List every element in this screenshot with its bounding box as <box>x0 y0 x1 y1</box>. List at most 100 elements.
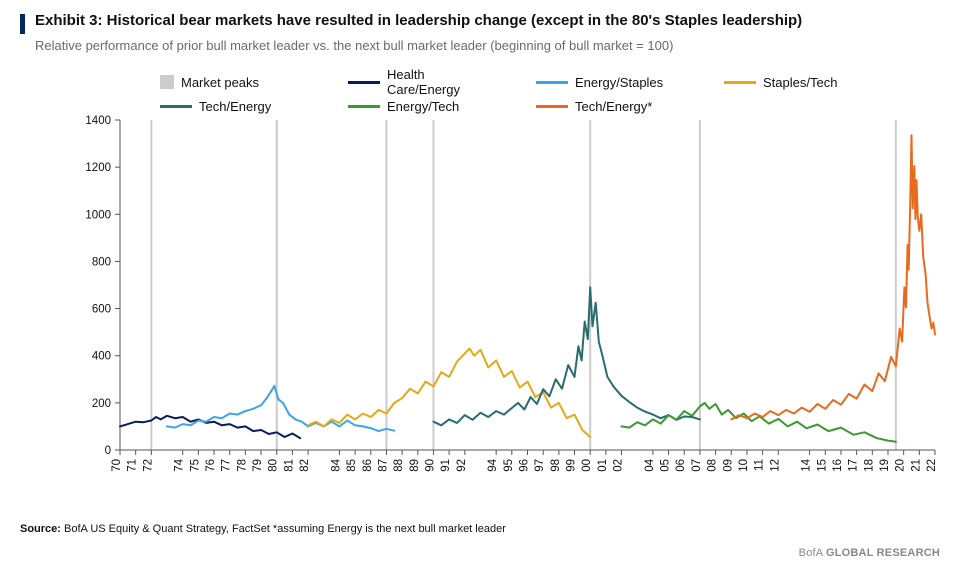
legend-item-1: Energy/Staples <box>536 67 686 97</box>
x-tick-label: 22 <box>926 459 938 472</box>
legend-item-5: Tech/Energy* <box>536 99 686 114</box>
series-line <box>167 386 394 431</box>
x-tick-label: 86 <box>362 459 374 472</box>
x-tick-label: 76 <box>205 459 217 472</box>
x-tick-label: 17 <box>848 459 860 472</box>
heading: Exhibit 3: Historical bear markets have … <box>20 12 940 34</box>
x-tick-label: 08 <box>707 459 719 472</box>
brand-line: BofA GLOBAL RESEARCH <box>799 547 940 559</box>
x-tick-label: 00 <box>581 459 593 472</box>
legend-item-peaks: Market peaks <box>160 67 310 97</box>
x-tick-label: 82 <box>299 459 311 472</box>
x-tick-label: 84 <box>330 458 342 471</box>
y-tick-label: 400 <box>92 351 111 363</box>
x-tick-label: 71 <box>127 459 139 472</box>
x-tick-label: 74 <box>174 458 186 471</box>
y-tick-label: 1400 <box>85 115 111 127</box>
x-tick-label: 06 <box>675 459 687 472</box>
legend-item-0: Health Care/Energy <box>348 67 498 97</box>
x-tick-label: 75 <box>189 459 201 472</box>
y-tick-label: 0 <box>105 445 111 457</box>
x-tick-label: 90 <box>424 459 436 472</box>
legend-swatch <box>536 81 568 84</box>
x-tick-label: 77 <box>221 459 233 472</box>
x-tick-label: 09 <box>722 459 734 472</box>
x-tick-label: 02 <box>613 459 625 472</box>
source-text: BofA US Equity & Quant Strategy, FactSet… <box>61 523 506 535</box>
source-label: Source: <box>20 523 61 535</box>
x-tick-label: 89 <box>409 459 421 472</box>
legend-label-peaks: Market peaks <box>181 75 259 90</box>
legend-swatch <box>724 81 756 84</box>
x-tick-label: 12 <box>769 459 781 472</box>
x-tick-label: 19 <box>879 459 891 472</box>
legend-label: Energy/Tech <box>387 99 459 114</box>
x-tick-label: 79 <box>252 459 264 472</box>
x-tick-label: 96 <box>519 459 531 472</box>
y-tick-label: 800 <box>92 256 111 268</box>
x-tick-label: 10 <box>738 459 750 472</box>
series-line <box>731 135 935 419</box>
x-tick-label: 72 <box>142 459 154 472</box>
market-peak-line <box>589 120 591 450</box>
x-tick-label: 85 <box>346 459 358 472</box>
y-tick-label: 1000 <box>85 209 111 221</box>
x-tick-label: 94 <box>487 458 499 471</box>
x-tick-label: 88 <box>393 459 405 472</box>
brand-suffix: GLOBAL RESEARCH <box>826 547 940 559</box>
chart-svg: 0200400600800100012001400707172747576777… <box>75 120 940 485</box>
legend-label: Tech/Energy* <box>575 99 652 114</box>
exhibit-subtitle: Relative performance of prior bull marke… <box>35 38 940 53</box>
legend-swatch <box>160 105 192 108</box>
x-tick-label: 81 <box>283 459 295 472</box>
chart-legend: Market peaks Health Care/Energy Energy/Sta… <box>160 67 860 114</box>
series-line <box>308 349 590 437</box>
chart-area: Market peaks Health Care/Energy Energy/Sta… <box>75 67 940 467</box>
legend-swatch-peaks <box>160 75 174 89</box>
brand-prefix: BofA <box>799 547 826 559</box>
x-tick-label: 01 <box>597 459 609 472</box>
x-tick-label: 18 <box>863 459 875 472</box>
y-tick-label: 1200 <box>85 162 111 174</box>
y-tick-label: 600 <box>92 304 111 316</box>
x-tick-label: 78 <box>236 459 248 472</box>
legend-label: Energy/Staples <box>575 75 663 90</box>
market-peak-line <box>150 120 152 450</box>
x-tick-label: 16 <box>832 459 844 472</box>
market-peak-line <box>276 120 278 450</box>
x-tick-label: 05 <box>660 459 672 472</box>
legend-label: Health Care/Energy <box>387 67 498 97</box>
legend-swatch <box>348 81 380 84</box>
x-tick-label: 95 <box>503 459 515 472</box>
x-tick-label: 14 <box>801 458 813 471</box>
market-peak-line <box>385 120 387 450</box>
market-peak-line <box>699 120 701 450</box>
legend-swatch <box>536 105 568 108</box>
legend-item-4: Energy/Tech <box>348 99 498 114</box>
x-tick-label: 91 <box>440 459 452 472</box>
x-tick-label: 20 <box>895 459 907 472</box>
x-tick-label: 99 <box>566 459 578 472</box>
series-line <box>622 403 896 442</box>
x-tick-label: 15 <box>816 459 828 472</box>
x-tick-label: 21 <box>910 459 922 472</box>
heading-accent-bar <box>20 14 25 34</box>
x-tick-label: 97 <box>534 459 546 472</box>
legend-label: Staples/Tech <box>763 75 837 90</box>
x-tick-label: 04 <box>644 458 656 471</box>
source-line: Source: BofA US Equity & Quant Strategy,… <box>20 523 506 535</box>
x-tick-label: 07 <box>691 459 703 472</box>
x-tick-label: 87 <box>377 459 389 472</box>
x-tick-label: 92 <box>456 459 468 472</box>
x-tick-label: 11 <box>754 459 766 471</box>
exhibit-title: Exhibit 3: Historical bear markets have … <box>35 12 802 29</box>
legend-item-2: Staples/Tech <box>724 67 874 97</box>
market-peak-line <box>895 120 897 450</box>
market-peak-line <box>432 120 434 450</box>
legend-item-3: Tech/Energy <box>160 99 310 114</box>
y-tick-label: 200 <box>92 398 111 410</box>
x-tick-label: 70 <box>111 459 123 472</box>
x-tick-label: 98 <box>550 459 562 472</box>
x-tick-label: 80 <box>268 459 280 472</box>
chart-plot: 0200400600800100012001400707172747576777… <box>75 120 940 450</box>
